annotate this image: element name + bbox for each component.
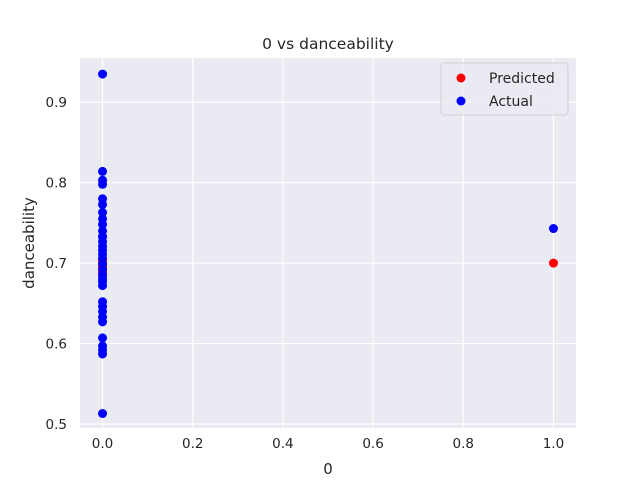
series-actual <box>98 69 558 419</box>
y-tick-label: 0.8 <box>46 176 67 192</box>
y-tick-label: 0.7 <box>46 256 67 272</box>
x-tick-label: 0.6 <box>362 436 383 452</box>
y-tick-label: 0.9 <box>46 95 67 111</box>
x-tick-label: 0.2 <box>182 436 203 452</box>
actual-point <box>98 409 108 419</box>
legend-marker-actual <box>456 96 466 106</box>
legend-label-predicted: Predicted <box>489 71 555 87</box>
y-tick-label: 0.6 <box>46 337 67 353</box>
actual-point <box>98 69 108 79</box>
plot-background <box>80 58 576 428</box>
y-axis-label: danceability <box>20 197 38 289</box>
x-tick-label: 0.4 <box>272 436 293 452</box>
x-tick-label: 0.0 <box>92 436 113 452</box>
legend-label-actual: Actual <box>489 94 533 110</box>
y-tick-labels: 0.5 0.6 0.7 0.8 0.9 <box>46 95 67 433</box>
x-axis-label: 0 <box>323 460 333 478</box>
legend-marker-predicted <box>456 73 466 83</box>
legend: Predicted Actual <box>440 62 569 116</box>
actual-point <box>98 207 108 217</box>
actual-point <box>98 166 108 176</box>
y-tick-label: 0.5 <box>46 417 67 433</box>
actual-point <box>98 349 108 359</box>
data-points <box>98 69 558 419</box>
actual-point <box>98 333 108 343</box>
chart-title: 0 vs danceability <box>262 35 394 53</box>
actual-point <box>98 179 108 189</box>
actual-point <box>98 199 108 209</box>
x-tick-label: 1.0 <box>543 436 564 452</box>
legend-box <box>440 62 569 116</box>
actual-point <box>98 220 108 229</box>
actual-point <box>98 281 108 291</box>
predicted-point <box>548 258 558 268</box>
actual-point <box>548 224 558 234</box>
x-tick-labels: 0.0 0.2 0.4 0.6 0.8 1.0 <box>92 436 564 452</box>
actual-point <box>98 317 108 327</box>
x-tick-label: 0.8 <box>453 436 474 452</box>
